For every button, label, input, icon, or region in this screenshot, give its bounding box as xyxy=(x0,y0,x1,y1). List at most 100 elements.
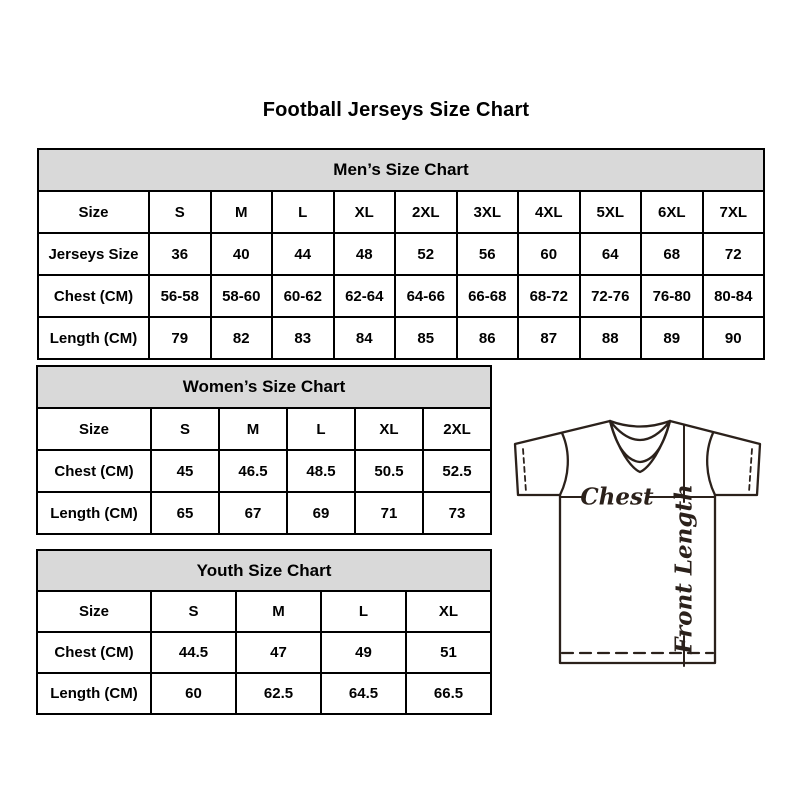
table-cell: 62.5 xyxy=(235,672,322,715)
table-cell: L xyxy=(286,407,356,451)
table-cell: 90 xyxy=(701,316,765,360)
table-row: Size S M L XL xyxy=(36,590,492,633)
table-cell: 64-66 xyxy=(394,274,458,318)
table-cell: 85 xyxy=(394,316,458,360)
table-cell: XL xyxy=(332,190,396,234)
table-cell: 4XL xyxy=(517,190,581,234)
chest-label: Chest xyxy=(580,484,654,511)
jersey-outline-icon: Chest Front Length xyxy=(513,419,762,667)
table-cell: S xyxy=(148,190,212,234)
table-cell: 56-58 xyxy=(148,274,212,318)
table-cell: 71 xyxy=(354,491,424,535)
table-cell: 88 xyxy=(578,316,642,360)
table-row: Size S M L XL 2XL xyxy=(36,407,492,451)
row-label: Chest (CM) xyxy=(37,274,150,318)
row-label: Size xyxy=(37,190,150,234)
table-cell: L xyxy=(271,190,335,234)
table-row: Length (CM) 65 67 69 71 73 xyxy=(36,491,492,535)
table-cell: 64 xyxy=(578,232,642,276)
table-cell: 68 xyxy=(640,232,704,276)
table-cell: 56 xyxy=(455,232,519,276)
table-cell: S xyxy=(150,407,220,451)
table-cell: 47 xyxy=(235,631,322,674)
jersey-collar-arc xyxy=(608,419,672,442)
table-cell: L xyxy=(320,590,407,633)
jersey-right-armhole-seam xyxy=(706,431,717,497)
table-cell: 50.5 xyxy=(354,449,424,493)
row-label: Chest (CM) xyxy=(36,449,152,493)
table-cell: 60 xyxy=(517,232,581,276)
table-cell: 68-72 xyxy=(517,274,581,318)
table-title: Youth Size Chart xyxy=(36,549,492,592)
mens-size-table: Men’s Size Chart Size S M L XL 2XL 3XL 4XL 5XL 6XL… xyxy=(37,148,765,360)
row-label: Length (CM) xyxy=(36,672,152,715)
table-cell: 73 xyxy=(422,491,492,535)
table-cell: 66-68 xyxy=(455,274,519,318)
table-cell: 60 xyxy=(150,672,237,715)
jersey-right-cuff-stitch xyxy=(748,448,753,493)
table-cell: 84 xyxy=(332,316,396,360)
table-cell: M xyxy=(218,407,288,451)
row-label: Size xyxy=(36,590,152,633)
row-label: Length (CM) xyxy=(37,316,150,360)
table-cell: 82 xyxy=(209,316,273,360)
table-cell: 87 xyxy=(517,316,581,360)
row-label: Length (CM) xyxy=(36,491,152,535)
table-cell: 67 xyxy=(218,491,288,535)
table-cell: XL xyxy=(354,407,424,451)
table-row: Jerseys Size 36 40 44 48 52 56 60 64 68 72 xyxy=(37,232,765,276)
table-cell: 62-64 xyxy=(332,274,396,318)
womens-size-table: Women’s Size Chart Size S M L XL 2XL Chest (CM)… xyxy=(36,365,492,535)
table-cell: 2XL xyxy=(422,407,492,451)
table-cell: 83 xyxy=(271,316,335,360)
jersey-body-outline xyxy=(513,419,762,665)
table-cell: 52.5 xyxy=(422,449,492,493)
table-cell: 58-60 xyxy=(209,274,273,318)
table-cell: 76-80 xyxy=(640,274,704,318)
table-cell: 44.5 xyxy=(150,631,237,674)
table-cell: 66.5 xyxy=(405,672,492,715)
table-cell: 60-62 xyxy=(271,274,335,318)
row-label: Size xyxy=(36,407,152,451)
jersey-measurement-diagram: Chest Front Length xyxy=(505,405,777,673)
table-title: Men’s Size Chart xyxy=(37,148,765,192)
table-cell: 64.5 xyxy=(320,672,407,715)
table-cell: 40 xyxy=(209,232,273,276)
table-cell: 49 xyxy=(320,631,407,674)
table-cell: 36 xyxy=(148,232,212,276)
table-cell: M xyxy=(209,190,273,234)
table-cell: 5XL xyxy=(578,190,642,234)
table-cell: XL xyxy=(405,590,492,633)
table-cell: 3XL xyxy=(455,190,519,234)
table-row: Chest (CM) 45 46.5 48.5 50.5 52.5 xyxy=(36,449,492,493)
table-cell: S xyxy=(150,590,237,633)
table-cell: 45 xyxy=(150,449,220,493)
table-cell: 51 xyxy=(405,631,492,674)
table-row: Size S M L XL 2XL 3XL 4XL 5XL 6XL 7XL xyxy=(37,190,765,234)
table-row: Chest (CM) 56-58 58-60 60-62 62-64 64-66 66-68… xyxy=(37,274,765,318)
table-cell: 46.5 xyxy=(218,449,288,493)
jersey-left-cuff-stitch xyxy=(522,448,527,493)
table-cell: 72-76 xyxy=(578,274,642,318)
table-cell: 6XL xyxy=(640,190,704,234)
table-row: Length (CM) 60 62.5 64.5 66.5 xyxy=(36,672,492,715)
table-cell: 80-84 xyxy=(701,274,765,318)
youth-size-table: Youth Size Chart Size S M L XL Chest (CM) 44.5 4… xyxy=(36,549,492,715)
table-cell: 72 xyxy=(701,232,765,276)
table-row: Length (CM) 79 82 83 84 85 86 87 88 89 90 xyxy=(37,316,765,360)
table-cell: 7XL xyxy=(701,190,765,234)
table-cell: M xyxy=(235,590,322,633)
table-cell: 69 xyxy=(286,491,356,535)
table-cell: 79 xyxy=(148,316,212,360)
table-cell: 65 xyxy=(150,491,220,535)
row-label: Chest (CM) xyxy=(36,631,152,674)
table-title: Women’s Size Chart xyxy=(36,365,492,409)
table-cell: 52 xyxy=(394,232,458,276)
jersey-left-armhole-seam xyxy=(558,431,569,497)
table-cell: 86 xyxy=(455,316,519,360)
table-cell: 48 xyxy=(332,232,396,276)
jersey-collar-outer-v xyxy=(608,419,672,474)
table-cell: 89 xyxy=(640,316,704,360)
front-length-label: Front Length xyxy=(671,484,698,655)
